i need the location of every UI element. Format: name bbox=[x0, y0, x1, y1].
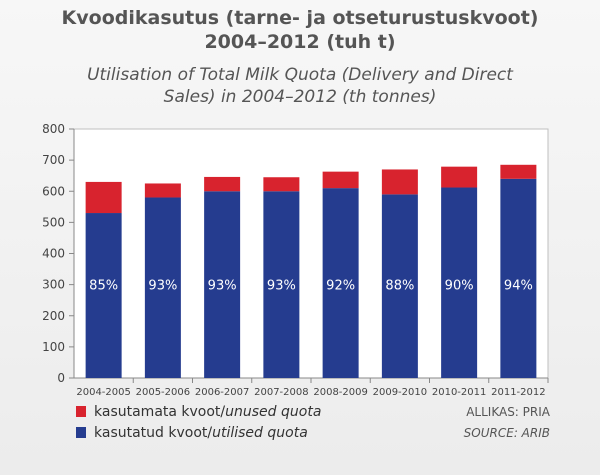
y-tick-label: 700 bbox=[42, 153, 65, 167]
x-tick-label: 2008-2009 bbox=[313, 387, 368, 398]
y-tick-label: 200 bbox=[42, 309, 65, 323]
legend-item-unused: kasutamata kvoot/unused quota bbox=[76, 404, 321, 420]
bar-unused bbox=[144, 183, 181, 198]
legend-label-used-en: utilised quota bbox=[212, 425, 308, 441]
y-tick-label: 500 bbox=[42, 215, 65, 229]
bar-used bbox=[500, 178, 537, 378]
y-tick-label: 800 bbox=[42, 122, 65, 136]
chart-title-et-line2: 2004–2012 (tuh t) bbox=[204, 31, 396, 53]
bar-percent-label: 94% bbox=[504, 279, 533, 294]
legend-swatch-used bbox=[76, 427, 86, 438]
x-tick-label: 2009-2010 bbox=[373, 387, 428, 398]
source-et: ALLIKAS: PRIA bbox=[466, 405, 550, 419]
bar-unused bbox=[85, 181, 122, 214]
y-tick-label: 400 bbox=[42, 247, 65, 261]
bar-unused bbox=[322, 171, 359, 189]
chart-title-et: Kvoodikasutus (tarne- ja otseturustuskvo… bbox=[0, 6, 600, 54]
bar-percent-label: 93% bbox=[208, 279, 237, 294]
x-tick-label: 2010-2011 bbox=[432, 387, 487, 398]
bar-percent-label: 92% bbox=[326, 279, 355, 294]
bar-used bbox=[144, 197, 181, 378]
legend-label-unused-et: kasutamata kvoot/ bbox=[94, 404, 226, 420]
bar-percent-label: 93% bbox=[267, 279, 296, 294]
legend-label-unused-en: unused quota bbox=[225, 404, 322, 420]
bar-percent-label: 88% bbox=[385, 279, 414, 294]
bar-used bbox=[441, 187, 478, 378]
bar-used bbox=[322, 188, 359, 378]
chart-title-en: Utilisation of Total Milk Quota (Deliver… bbox=[0, 64, 600, 108]
bar-unused bbox=[204, 176, 241, 192]
bar-unused bbox=[263, 177, 300, 192]
legend-item-used: kasutatud kvoot/utilised quota bbox=[76, 425, 308, 441]
bar-unused bbox=[441, 166, 478, 188]
bar-unused bbox=[500, 164, 537, 179]
bar-percent-label: 90% bbox=[445, 279, 474, 294]
x-tick-label: 2011-2012 bbox=[491, 387, 546, 398]
bar-percent-label: 85% bbox=[89, 279, 118, 294]
chart-title-en-line2: Sales) in 2004–2012 (th tonnes) bbox=[163, 87, 437, 107]
chart-title-en-line1: Utilisation of Total Milk Quota (Deliver… bbox=[87, 65, 513, 85]
bar-percent-label: 93% bbox=[148, 279, 177, 294]
y-tick-label: 600 bbox=[42, 184, 65, 198]
y-tick-label: 0 bbox=[57, 371, 65, 385]
legend-label-used-et: kasutatud kvoot/ bbox=[94, 425, 213, 441]
chart-title-et-line1: Kvoodikasutus (tarne- ja otseturustuskvo… bbox=[61, 7, 539, 29]
x-tick-label: 2006-2007 bbox=[195, 387, 250, 398]
bar-used bbox=[381, 194, 418, 378]
bar-used bbox=[263, 191, 300, 378]
y-tick-label: 300 bbox=[42, 278, 65, 292]
bar-used bbox=[85, 213, 122, 378]
bar-unused bbox=[381, 169, 418, 195]
x-tick-label: 2007-2008 bbox=[254, 387, 309, 398]
bar-used bbox=[204, 191, 241, 378]
y-tick-label: 100 bbox=[42, 340, 65, 354]
legend-swatch-unused bbox=[76, 406, 86, 417]
x-tick-label: 2005-2006 bbox=[136, 387, 191, 398]
x-tick-label: 2004-2005 bbox=[76, 387, 131, 398]
source-en: SOURCE: ARIB bbox=[463, 426, 550, 440]
